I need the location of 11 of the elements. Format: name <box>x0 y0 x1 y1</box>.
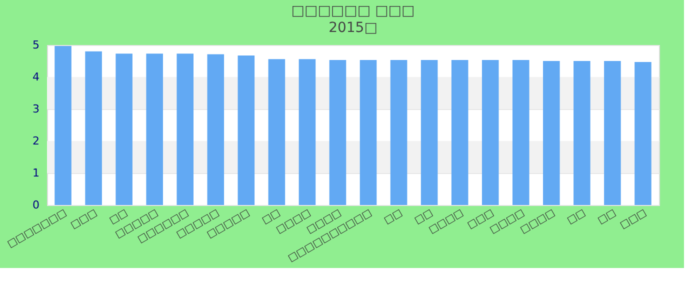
chart-subtitle: 2015□ <box>328 20 378 36</box>
chart-title: □□□□□□ □□□ <box>291 3 415 19</box>
y-tick-label: 5 <box>32 38 40 52</box>
x-tick-label: □□ <box>382 208 404 226</box>
x-tick-label: □□ <box>596 208 618 226</box>
y-tick-label: 3 <box>32 102 40 116</box>
y-tick-label: 1 <box>32 166 40 180</box>
y-tick-label: 0 <box>32 198 40 212</box>
y-tick-label: 4 <box>32 70 40 84</box>
y-tick-label: 2 <box>32 134 40 148</box>
x-tick-label: □□ <box>566 208 588 226</box>
